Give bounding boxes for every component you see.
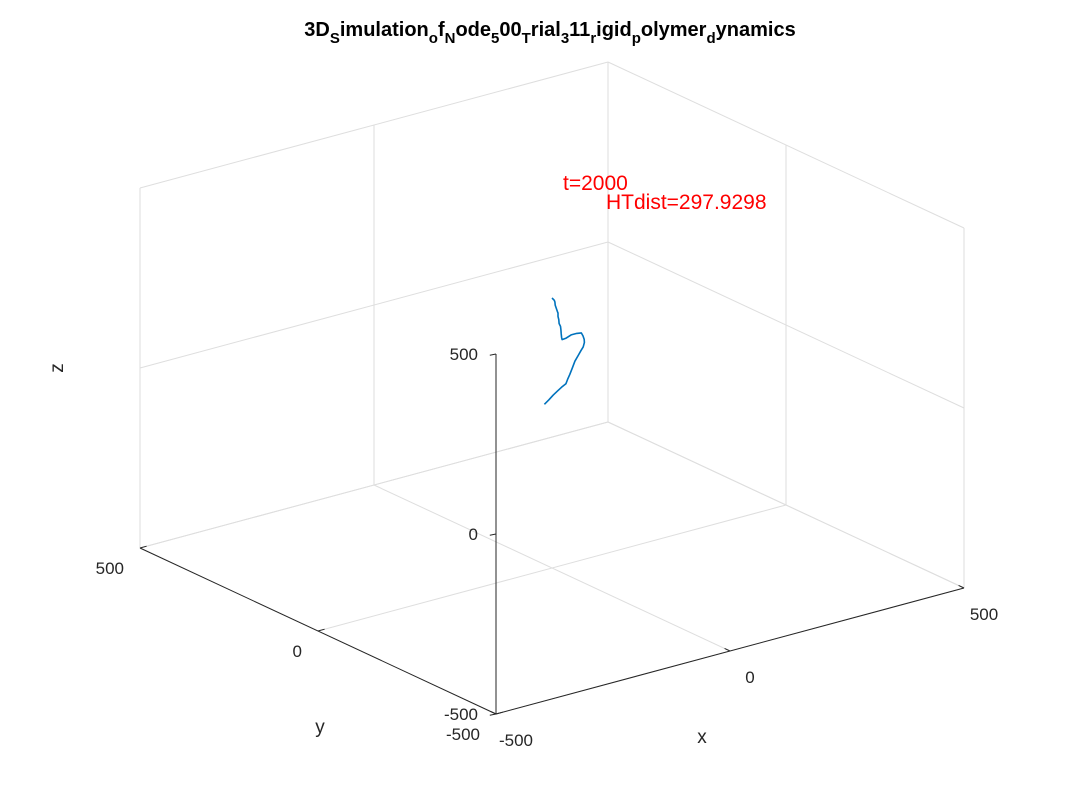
title-segment: 11 [569,19,591,41]
x-tick-label: 500 [970,605,998,624]
title-segment: r [590,30,597,47]
z-tick-label: 500 [450,345,478,364]
title-segment: 3 [560,30,570,47]
title-segment: p [631,30,641,47]
y-tick-label: 0 [293,642,302,661]
x-axis-label: x [697,727,707,748]
z-tick-mark [489,533,497,536]
x-tick-label: 0 [745,668,754,687]
time-annotation: t=2000 [563,172,628,195]
z-axis-label: z [47,363,68,373]
polymer-trajectory-line [543,297,586,405]
z-tick-label: -500 [444,705,478,724]
title-segment: imulation [339,19,429,41]
title-segment: f [437,19,445,41]
title-segment: igid [596,19,632,41]
y-tick-label: -500 [446,725,480,744]
grid-layer [139,61,965,715]
backwall-grid-line-z [139,421,609,549]
title-segment: d [706,30,716,47]
sidewall-grid-line-z [607,61,965,229]
title-segment: 00 [499,19,522,41]
title-segment: olymer [640,19,707,41]
chart-title: 3DSimulationofNode500Trial311rigidpolyme… [0,19,1067,47]
htdist-annotation: HTdist=297.9298 [606,191,767,214]
title-segment: 5 [491,30,500,47]
axis-layer [139,353,965,716]
z-tick-mark [489,353,497,356]
tick-labels: -500 0 500 -500 0 500 -500 0 500 [96,345,999,750]
y-tick-label: 500 [96,559,124,578]
title-segment: o [428,30,438,47]
y-tick-mark [495,711,503,715]
x-tick-mark [958,584,965,589]
z-tick-mark [489,713,497,716]
sidewall-grid-line-z [607,241,965,409]
y-tick-mark [317,628,325,632]
title-segment: T [521,30,531,47]
backwall-grid-line-z [139,241,609,369]
title-segment: rial [530,19,561,41]
backwall-grid-line-z [139,61,609,189]
x-tick-mark [724,647,731,652]
sidewall-grid-line-z [607,421,965,589]
title-segment: ode [455,19,492,41]
title-segment: 3D [304,19,330,41]
series-layer [543,297,586,405]
z-tick-label: 0 [469,525,478,544]
title-segment: S [329,30,340,47]
floor-grid-line-y [317,504,787,632]
title-segment: ynamics [715,19,796,41]
y-axis-label: y [315,717,325,738]
y-tick-mark [139,545,147,549]
x-tick-mark [490,710,497,715]
title-segment: N [444,30,456,47]
x-tick-label: -500 [499,731,533,750]
